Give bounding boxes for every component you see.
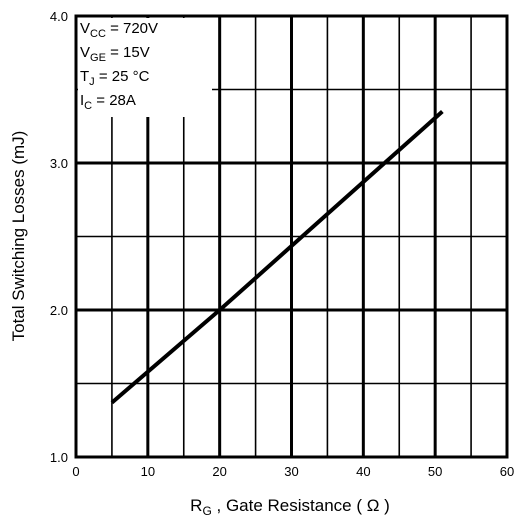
annotation-line: VCC = 720V bbox=[80, 20, 158, 40]
annotation-value: = 15V bbox=[106, 44, 150, 61]
series-line bbox=[110, 110, 444, 405]
annotation-background bbox=[78, 18, 212, 117]
annotation-line: VGE = 15V bbox=[80, 44, 150, 64]
annotation-line: IC = 28A bbox=[80, 92, 136, 112]
annotation-subscript: J bbox=[89, 76, 95, 88]
series-layer bbox=[110, 110, 444, 405]
y-tick-label: 3.0 bbox=[50, 156, 68, 171]
x-tick-label: 40 bbox=[356, 464, 370, 479]
y-tick-label: 4.0 bbox=[50, 9, 68, 24]
x-axis-label-sub: G bbox=[202, 504, 211, 518]
tick-labels: 0 10 20 30 40 50 60 1.0 2.0 3.0 4.0 bbox=[50, 9, 514, 479]
annotation-symbol: V bbox=[80, 44, 90, 61]
y-tick-label: 1.0 bbox=[50, 450, 68, 465]
x-tick-label: 20 bbox=[212, 464, 226, 479]
annotation-symbol: V bbox=[80, 20, 90, 37]
x-axis-label-main: R bbox=[190, 496, 202, 515]
annotation-subscript: C bbox=[84, 100, 92, 112]
x-tick-label: 50 bbox=[428, 464, 442, 479]
annotation-value: = 720V bbox=[106, 20, 158, 37]
x-tick-label: 10 bbox=[141, 464, 155, 479]
plot-frame bbox=[74, 14, 509, 459]
annotation-symbol: T bbox=[80, 68, 89, 85]
x-tick-label: 30 bbox=[284, 464, 298, 479]
x-tick-label: 60 bbox=[500, 464, 514, 479]
annotation-value: = 25 °C bbox=[95, 68, 150, 85]
x-axis-label: RG , Gate Resistance ( Ω ) bbox=[190, 496, 390, 518]
annotation-value: = 28A bbox=[92, 92, 136, 109]
annotation-line: TJ = 25 °C bbox=[80, 68, 150, 88]
grid-lines bbox=[74, 14, 509, 459]
annotation-subscript: CC bbox=[90, 28, 106, 40]
x-tick-label: 0 bbox=[72, 464, 79, 479]
annotation-symbol: I bbox=[80, 92, 84, 109]
y-tick-label: 2.0 bbox=[50, 303, 68, 318]
x-axis-label-rest: , Gate Resistance ( Ω ) bbox=[212, 496, 390, 515]
y-axis-label: Total Switching Losses (mJ) bbox=[9, 131, 28, 342]
annotation-subscript: GE bbox=[90, 52, 106, 64]
